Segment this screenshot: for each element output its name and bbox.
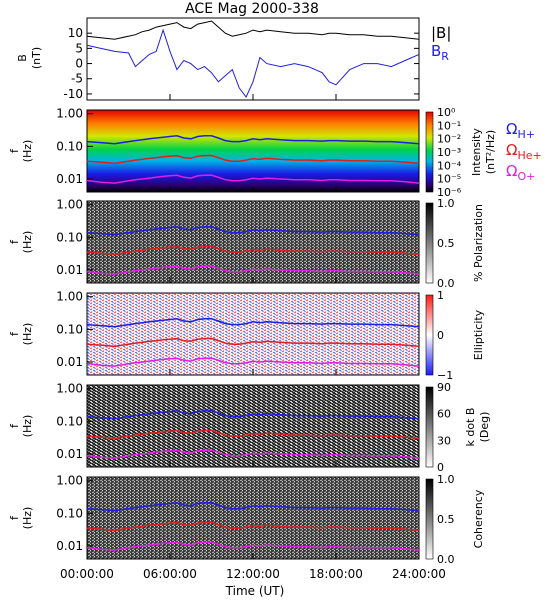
gyrofrequency-line-Oplus — [86, 449, 420, 459]
ellipticity-colorbar — [425, 294, 434, 376]
freq-ytick-label: 0.10 — [56, 139, 83, 153]
colorbar-tick-label: −1 — [437, 369, 453, 382]
b-ytick-label: 10 — [68, 26, 83, 40]
f-ylabel-bottom: (Hz) — [21, 507, 34, 530]
colorbar-tick-label: 1.0 — [437, 473, 455, 486]
gyrofrequency-line-Oplus — [86, 357, 420, 367]
gyrofrequency-line-Heplus — [86, 154, 420, 165]
b-ylabel-top: B — [16, 54, 29, 62]
freq-ytick-label: 0.10 — [56, 506, 83, 520]
colorbar-tick-label: 0.5 — [437, 237, 455, 250]
colorbar-tick-label: 30 — [437, 434, 451, 447]
gyrofrequency-line-Hplus — [86, 502, 420, 512]
freq-ytick-label: 0.10 — [56, 414, 83, 428]
freq-ytick-label: 0.01 — [56, 172, 83, 186]
xtick-label: 12:00:00 — [226, 567, 280, 581]
b-ylabel-bottom: (nT) — [30, 47, 43, 69]
f-ylabel-bottom: (Hz) — [21, 323, 34, 346]
f-ylabel-top: f — [8, 515, 21, 520]
xtick-label: 06:00:00 — [143, 567, 197, 581]
colorbar-tick-label: 0.0 — [437, 277, 455, 290]
freq-ytick-label: 1.00 — [56, 107, 83, 121]
colorbar-tick-label: 0 — [437, 461, 444, 474]
freq-ytick-label: 1.00 — [56, 290, 83, 304]
b-ytick-label: 5 — [75, 41, 83, 55]
xtick-label: 18:00:00 — [309, 567, 363, 581]
freq-ytick-label: 0.01 — [56, 355, 83, 369]
f-ylabel-top: f — [8, 148, 21, 153]
intensity-cb-label-top: Intensity — [470, 128, 483, 176]
series-line-b-mag — [86, 20, 420, 40]
coherency-cb-label: Coherency — [472, 489, 485, 548]
freq-ytick-label: 0.10 — [56, 322, 83, 336]
x-axis-label: Time (UT) — [225, 584, 285, 598]
polarization-colorbar — [425, 202, 434, 284]
freq-ytick-label: 0.01 — [56, 539, 83, 553]
gyrofrequency-line-Hplus — [86, 410, 420, 420]
gyrofrequency-line-Hplus — [86, 226, 420, 236]
gyrofrequency-line-Hplus — [86, 135, 420, 145]
colorbar-tick-label: 1 — [437, 289, 444, 302]
legend-b-r: BR — [431, 42, 449, 63]
colorbar-tick-label: 10⁻⁵ — [437, 173, 461, 186]
xtick-label: 00:00:00 — [60, 567, 114, 581]
intensity-cb-label-bottom: (nT²/Hz) — [484, 130, 497, 174]
colorbar-tick-label: 0 — [437, 329, 444, 342]
gyrofrequency-line-Oplus — [86, 541, 420, 551]
f-ylabel-top: f — [8, 239, 21, 244]
b-ytick-label: -5 — [71, 72, 83, 86]
kdotb-colorbar — [425, 386, 434, 468]
colorbar-tick-label: 10⁻² — [437, 133, 461, 146]
legend-omega-he: ΩHe+ — [506, 141, 542, 162]
f-ylabel-bottom: (Hz) — [21, 415, 34, 438]
colorbar-tick-label: 10⁰ — [437, 106, 456, 119]
b-ytick-label: -10 — [63, 87, 83, 101]
gyrofrequency-line-Heplus — [86, 337, 420, 348]
series-line-b-r — [86, 28, 420, 98]
f-ylabel-top: f — [8, 423, 21, 428]
colorbar-tick-label: 90 — [437, 381, 451, 394]
gyrofrequency-line-Oplus — [86, 265, 420, 275]
colorbar-tick-label: 10⁻³ — [437, 146, 461, 159]
freq-ytick-label: 1.00 — [56, 474, 83, 488]
f-ylabel-top: f — [8, 331, 21, 336]
coherency-colorbar — [425, 478, 434, 560]
colorbar-tick-label: 1.0 — [437, 197, 455, 210]
legend-b-mag: |B| — [431, 24, 451, 42]
colorbar-tick-label: 10⁻⁴ — [437, 159, 462, 172]
intensity-colorbar — [425, 111, 434, 193]
colorbar-tick-label: 10⁻¹ — [437, 119, 461, 132]
f-ylabel-bottom: (Hz) — [21, 140, 34, 163]
kdotb-cb-label-top: k dot B — [464, 408, 477, 447]
colorbar-tick-label: 0.5 — [437, 513, 455, 526]
colorbar-tick-label: 0.0 — [437, 553, 455, 566]
xtick-label: 24:00:00 — [392, 567, 446, 581]
freq-ytick-label: 0.01 — [56, 447, 83, 461]
freq-ytick-label: 1.00 — [56, 382, 83, 396]
polarization-cb-label: % Polarization — [472, 204, 485, 282]
b-ytick-label: 0 — [75, 57, 83, 71]
gyrofrequency-line-Heplus — [86, 245, 420, 256]
gyrofrequency-line-Hplus — [86, 318, 420, 328]
gyrofrequency-line-Heplus — [86, 429, 420, 440]
chart-title: ACE Mag 2000-338 — [185, 1, 319, 17]
legend-omega-h: ΩH+ — [506, 120, 535, 141]
freq-ytick-label: 0.10 — [56, 230, 83, 244]
legend-omega-o: ΩO+ — [506, 162, 535, 183]
kdotb-cb-label-bottom: (Deg) — [478, 412, 491, 443]
freq-ytick-label: 0.01 — [56, 263, 83, 277]
ellipticity-cb-label: Ellipticity — [472, 309, 485, 360]
gyrofrequency-line-Oplus — [86, 174, 420, 184]
colorbar-tick-label: 10⁻⁶ — [437, 186, 462, 199]
freq-ytick-label: 1.00 — [56, 198, 83, 212]
colorbar-tick-label: 60 — [437, 408, 451, 421]
f-ylabel-bottom: (Hz) — [21, 231, 34, 254]
gyrofrequency-line-Heplus — [86, 521, 420, 532]
